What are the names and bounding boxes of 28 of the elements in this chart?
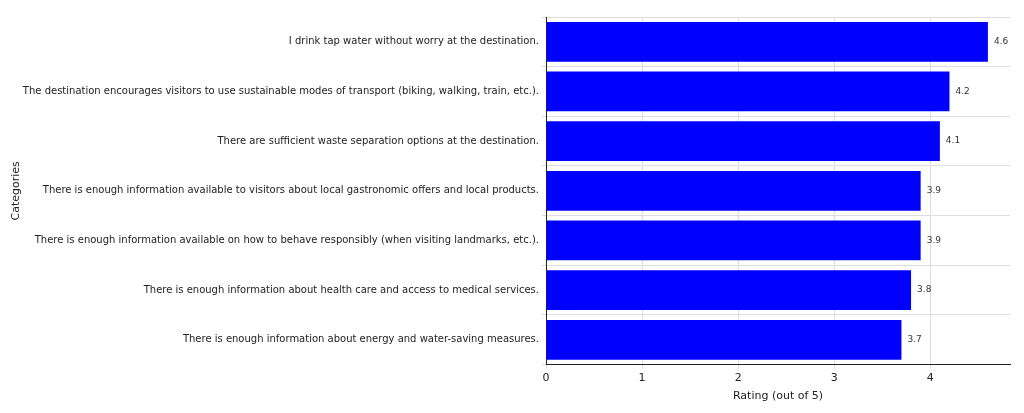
data-label: 3.9 <box>926 185 942 196</box>
bar <box>546 170 921 211</box>
bar <box>546 270 912 310</box>
y-tick-label: There is enough information about energy and water-saving measures. <box>181 333 539 345</box>
y-tick-label: There are sufficient waste separation options at the destination. <box>216 134 539 146</box>
y-tick-label: The destination encourages visitors to use sustainable modes of transport (biking, walking, train, etc.). <box>21 85 539 97</box>
x-axis-title: Rating (out of 5) <box>732 389 824 403</box>
data-label: 3.9 <box>926 234 942 245</box>
y-axis-title: Categories <box>9 160 23 221</box>
y-tick-label: There is enough information available to visitors about local gastronomic offers and local products. <box>41 184 539 196</box>
x-tick-label: 3 <box>830 371 838 385</box>
x-tick-label: 2 <box>734 371 742 385</box>
bar <box>546 319 902 360</box>
data-label: 4.2 <box>955 85 970 96</box>
data-label: 3.8 <box>917 284 932 295</box>
x-tick-label: 0 <box>542 371 550 385</box>
x-tick-label: 1 <box>638 371 646 385</box>
bar <box>546 121 940 162</box>
y-tick-label: There is enough information available on how to behave responsibly (when visiting landmarks, etc.). <box>33 234 539 246</box>
x-tick-label: 4 <box>926 371 934 385</box>
data-label: 4.1 <box>945 135 961 146</box>
y-tick-label: There is enough information about health care and access to medical services. <box>142 283 539 295</box>
bar <box>546 21 988 62</box>
data-label: 4.6 <box>993 36 1009 47</box>
data-label: 3.7 <box>907 334 922 345</box>
y-tick-label: I drink tap water without worry at the destination. <box>288 35 539 47</box>
bar <box>546 220 921 261</box>
bar <box>546 71 950 112</box>
